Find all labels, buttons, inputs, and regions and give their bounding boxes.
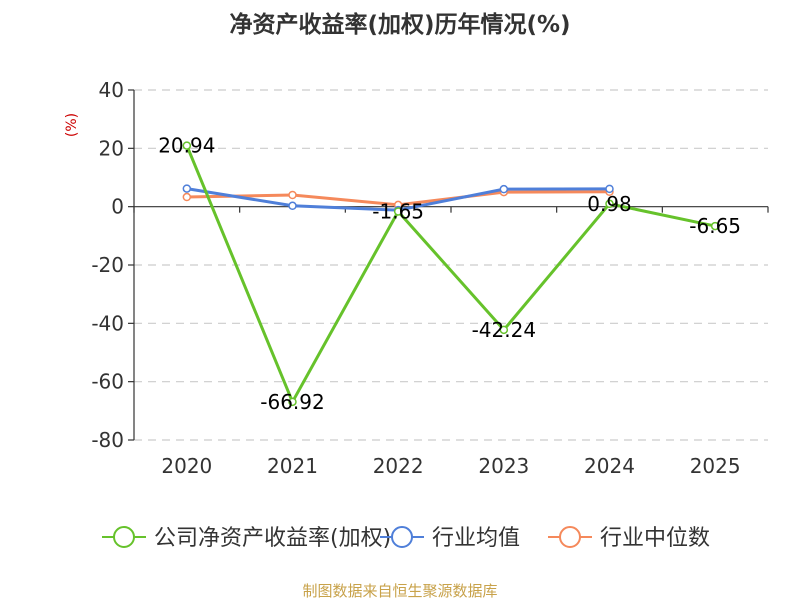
data-label: -6.65: [689, 214, 741, 238]
y-tick-label: 0: [111, 195, 124, 219]
axes: 40 20 0 -20 -40 -60 -80 2020 2021 2022 2023 2024 202…: [91, 78, 769, 478]
series-lines: [182, 141, 720, 407]
data-point: [288, 190, 297, 200]
data-label: 0.98: [587, 192, 632, 216]
legend-label: 行业中位数: [600, 526, 710, 551]
data-point: [288, 397, 297, 407]
source-note: 制图数据来自恒生聚源数据库: [302, 582, 497, 600]
legend-swatch-marker: [391, 526, 413, 548]
data-point: [710, 221, 720, 231]
x-tick-label: 2025: [690, 454, 741, 478]
grid-lines: [134, 89, 768, 441]
y-tick-label: 20: [99, 136, 124, 160]
data-point: [182, 192, 192, 202]
data-label: -42.24: [472, 318, 536, 342]
x-tick-label: 2024: [584, 454, 635, 478]
legend-swatch-marker: [559, 526, 581, 548]
x-tick-label: 2021: [267, 454, 318, 478]
data-point: [605, 184, 614, 194]
y-tick-label: -60: [91, 370, 124, 394]
y-tick-label: 40: [99, 78, 124, 102]
data-point: [182, 141, 192, 150]
x-tick-label: 2022: [373, 454, 424, 478]
data-labels: 20.94 -66.92 -1.65 -42.24 0.98 -6.65: [158, 134, 741, 414]
data-point: [288, 201, 297, 211]
x-tick-label: 2020: [161, 454, 212, 478]
y-tick-label: -40: [91, 311, 124, 335]
data-point: [499, 325, 509, 335]
legend-label: 行业均值: [432, 526, 520, 551]
legend: 公司净资产收益率(加权) 行业均值 行业中位数: [102, 526, 710, 551]
x-tick-label: 2023: [478, 454, 529, 478]
data-point: [182, 184, 192, 193]
data-label: 20.94: [158, 134, 215, 158]
chart-title: 净资产收益率(加权)历年情况(%): [229, 11, 570, 38]
data-point: [605, 199, 614, 209]
data-label: -1.65: [372, 199, 424, 223]
data-point: [393, 207, 403, 216]
y-tick-label: -20: [91, 253, 124, 277]
legend-swatch-marker: [113, 526, 135, 548]
data-label: -66.92: [260, 390, 324, 414]
y-axis-label: (%): [64, 113, 80, 137]
data-point: [499, 184, 509, 194]
series-line: [185, 145, 716, 406]
y-tick-label: -80: [91, 428, 124, 452]
legend-label: 公司净资产收益率(加权): [154, 526, 391, 551]
